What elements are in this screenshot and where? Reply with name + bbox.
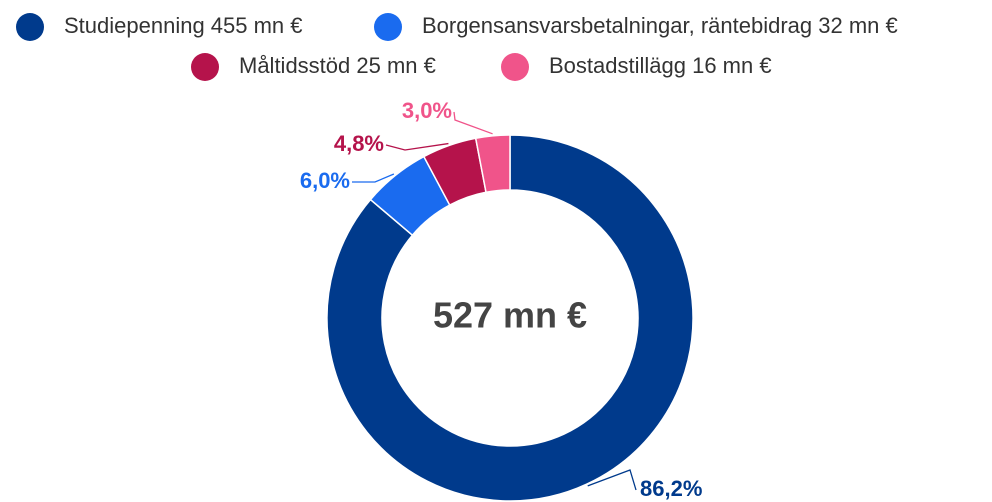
center-label: 527 mn € (433, 295, 587, 336)
value-label: 86,2% (640, 476, 702, 501)
legend-swatch (16, 13, 44, 41)
value-label: 6,0% (300, 168, 350, 193)
value-label: 4,8% (334, 131, 384, 156)
leader-line (587, 469, 637, 491)
slice (474, 134, 511, 194)
leader-line (385, 142, 449, 151)
legend-label: Bostadstillägg 16 mn € (549, 53, 772, 78)
legend-swatch (191, 53, 219, 81)
value-label: 3,0% (402, 98, 452, 123)
leader-line (352, 173, 395, 183)
legend-label: Måltidsstöd 25 mn € (239, 53, 436, 78)
legend-label: Borgensansvarsbetalningar, räntebidrag 3… (422, 13, 898, 38)
legend-label: Studiepenning 455 mn € (64, 13, 303, 38)
legend-swatch (374, 13, 402, 41)
leader-line (453, 111, 493, 135)
legend-swatch (501, 53, 529, 81)
slice (326, 134, 694, 502)
